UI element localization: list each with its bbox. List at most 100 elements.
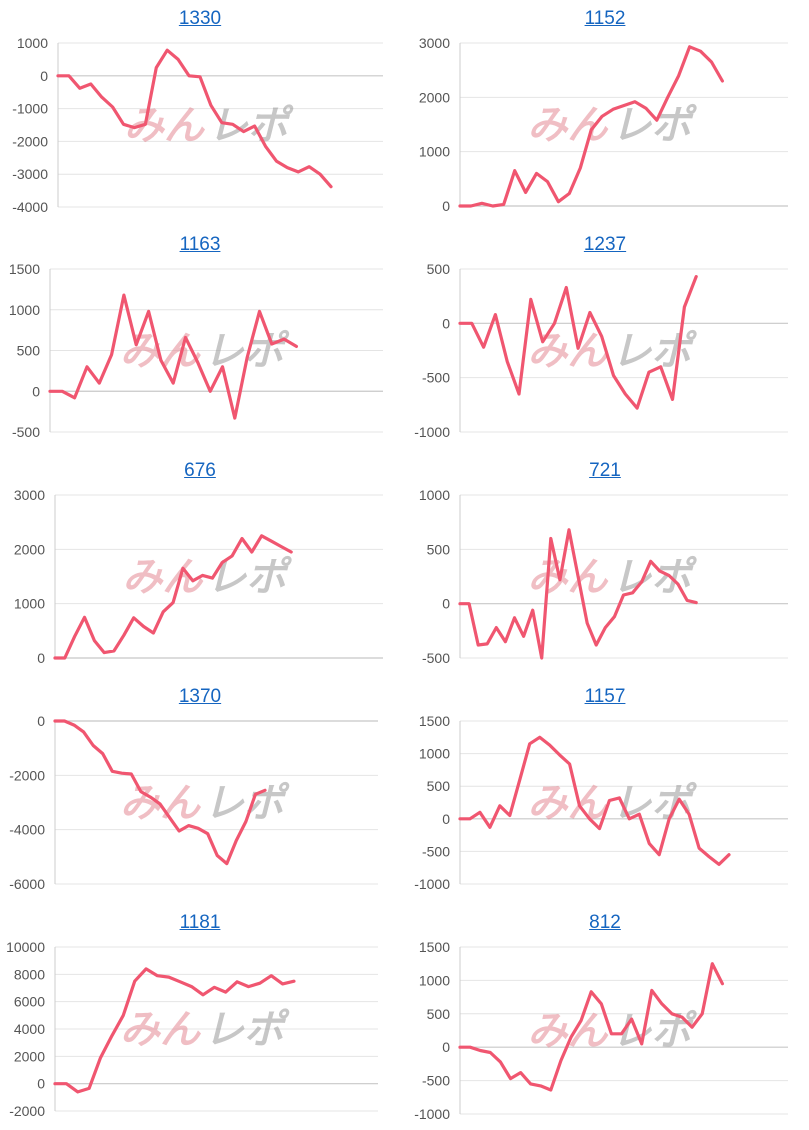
y-tick-label: -4000: [9, 822, 45, 838]
y-tick-label: 500: [427, 541, 451, 557]
y-tick-label: 0: [442, 315, 450, 331]
machine-number-link[interactable]: 812: [589, 912, 621, 933]
y-tick-label: 10000: [6, 939, 45, 955]
y-tick-label: -2000: [12, 133, 48, 149]
machine-number-link[interactable]: 676: [184, 460, 216, 481]
line-chart: 0 -2000 -4000 -6000 みん レポ: [9, 713, 378, 892]
data-series-line: [458, 528, 698, 660]
minrepo-logo-watermark: みん レポ: [120, 781, 290, 827]
chart-panel-721: 721 1000 500 0 -500 みん レポ: [405, 452, 805, 678]
data-series-line: [458, 45, 724, 208]
y-tick-label: 1500: [9, 261, 40, 277]
y-tick-label: -1000: [414, 1106, 450, 1122]
line-chart: 1500 1000 500 0 -500 みん レポ: [9, 261, 383, 440]
svg-text:みん: みん: [120, 329, 202, 375]
y-tick-label: 1000: [419, 972, 450, 988]
y-tick-label: -500: [12, 424, 40, 440]
y-tick-label: 500: [427, 1006, 451, 1022]
svg-text:レポ: レポ: [204, 1007, 290, 1053]
y-tick-label: -1000: [12, 101, 48, 117]
chart-panel-1163: 1163 1500 1000 500 0 -500 みん レポ: [0, 226, 400, 452]
data-series-line: [458, 962, 724, 1092]
machine-number-link[interactable]: 1181: [179, 912, 221, 933]
y-tick-label: 0: [40, 68, 48, 84]
y-tick-label: 0: [37, 1076, 45, 1092]
y-tick-label: -3000: [12, 166, 48, 182]
y-tick-label: -500: [422, 1073, 450, 1089]
y-tick-label: 6000: [14, 994, 45, 1010]
line-chart: 1000 0 -1000 -2000 -3000 -4000 みん レポ: [12, 35, 383, 215]
chart-panel-1152: 1152 3000 2000 1000 0 みん レポ: [405, 0, 805, 226]
y-tick-label: 0: [37, 713, 45, 729]
svg-text:みん: みん: [527, 103, 609, 149]
minrepo-logo-watermark: みん レポ: [120, 329, 290, 375]
y-tick-label: -500: [422, 843, 450, 859]
y-tick-label: 3000: [14, 487, 45, 503]
svg-text:レポ: レポ: [611, 329, 697, 375]
y-tick-label: 0: [32, 383, 40, 399]
machine-number-link[interactable]: 1370: [178, 686, 222, 707]
y-tick-label: -2000: [9, 1103, 45, 1119]
y-tick-label: 1000: [17, 35, 48, 51]
y-tick-label: 500: [17, 343, 41, 359]
y-tick-label: 1000: [9, 302, 40, 318]
y-tick-label: 1000: [419, 144, 450, 160]
chart-panel-812: 812 1500 1000 500 0 -500 -1000 みん レポ: [405, 904, 805, 1130]
y-tick-label: 1000: [419, 746, 450, 762]
y-tick-label: 2000: [14, 1048, 45, 1064]
y-tick-label: 1500: [419, 713, 450, 729]
y-tick-label: -500: [422, 370, 450, 386]
y-tick-label: -1000: [414, 424, 450, 440]
data-series-line: [53, 967, 296, 1094]
machine-number-link[interactable]: 1163: [179, 234, 221, 255]
y-tick-label: 0: [442, 198, 450, 214]
svg-text:レポ: レポ: [208, 103, 294, 149]
svg-text:みん: みん: [120, 1007, 202, 1053]
svg-text:レポ: レポ: [206, 555, 292, 601]
machine-number-link[interactable]: 1157: [584, 686, 626, 707]
svg-text:みん: みん: [527, 555, 609, 601]
minrepo-logo-watermark: みん レポ: [527, 781, 697, 827]
chart-panel-1181: 1181 10000 8000 6000 4000 2000 0 -2000 みん レポ: [0, 904, 400, 1130]
data-series-line: [53, 534, 293, 660]
y-tick-label: 3000: [419, 35, 450, 51]
machine-number-link[interactable]: 721: [589, 460, 621, 481]
data-series-line: [53, 719, 267, 866]
chart-panel-1157: 1157 1500 1000 500 0 -500 -1000 みん レポ: [405, 678, 805, 904]
y-tick-label: 1000: [14, 596, 45, 612]
svg-text:レポ: レポ: [204, 329, 290, 375]
machine-number-link[interactable]: 1152: [584, 8, 626, 29]
line-chart: 10000 8000 6000 4000 2000 0 -2000 みん レポ: [6, 939, 378, 1119]
y-tick-label: 0: [442, 811, 450, 827]
chart-panel-676: 676 3000 2000 1000 0 みん レポ: [0, 452, 400, 678]
svg-text:みん: みん: [527, 781, 609, 827]
y-tick-label: 0: [442, 596, 450, 612]
y-tick-label: -6000: [9, 876, 45, 892]
svg-text:みん: みん: [527, 1009, 609, 1055]
y-tick-label: 500: [427, 778, 451, 794]
data-series-line: [48, 293, 298, 420]
chart-panel-1370: 1370 0 -2000 -4000 -6000 みん レポ: [0, 678, 400, 904]
chart-panel-1237: 1237 500 0 -500 -1000 みん レポ: [405, 226, 805, 452]
data-series-line: [56, 48, 333, 189]
y-tick-label: -2000: [9, 767, 45, 783]
y-tick-label: 2000: [419, 89, 450, 105]
y-tick-label: 8000: [14, 966, 45, 982]
y-tick-label: 2000: [14, 541, 45, 557]
y-tick-label: -4000: [12, 199, 48, 215]
y-tick-label: 0: [442, 1039, 450, 1055]
machine-number-link[interactable]: 1237: [583, 234, 627, 255]
y-tick-label: 1000: [419, 487, 450, 503]
data-series-line: [458, 735, 731, 866]
machine-number-link[interactable]: 1330: [178, 8, 222, 29]
y-tick-label: 500: [427, 261, 451, 277]
svg-text:レポ: レポ: [611, 781, 697, 827]
minrepo-logo-watermark: みん レポ: [124, 103, 294, 149]
chart-panel-1330: 1330 1000 0 -1000 -2000 -3000 -4000 みん レポ: [0, 0, 400, 226]
